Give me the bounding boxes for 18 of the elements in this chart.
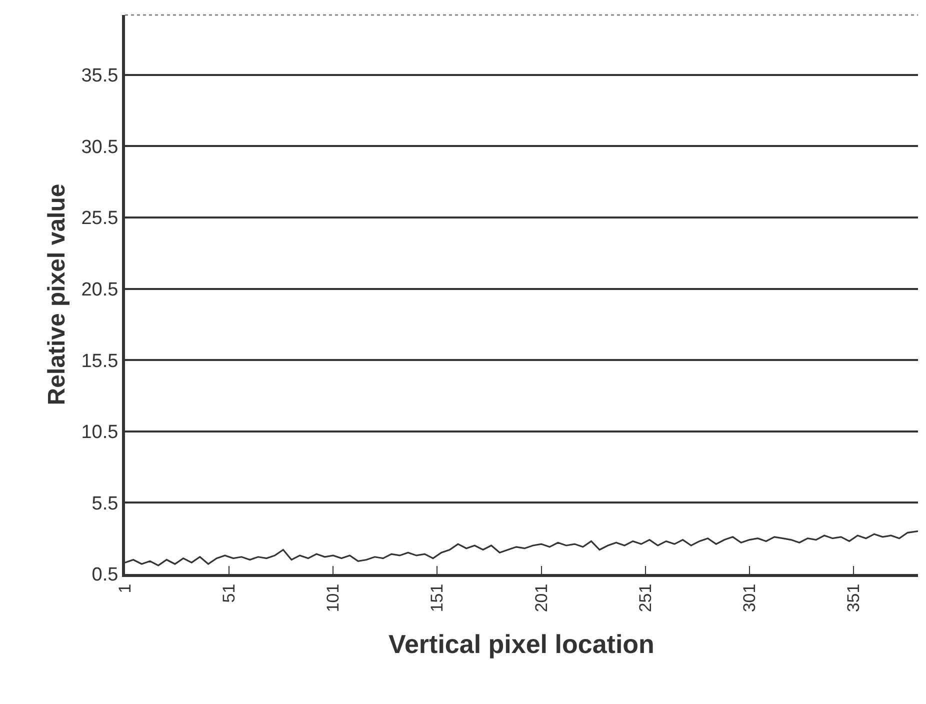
y-tick-label: 5.5 [92, 493, 118, 514]
y-axis-title: Relative pixel value [43, 184, 70, 406]
x-tick-label: 51 [220, 584, 239, 603]
x-tick-label: 251 [636, 584, 655, 612]
y-tick-label: 35.5 [81, 66, 118, 87]
y-tick-label: 15.5 [81, 350, 118, 372]
y-tick-label: 25.5 [81, 208, 118, 230]
y-tick-label: 30.5 [81, 136, 118, 158]
y-tick-label: 0.5 [92, 564, 118, 586]
x-tick-label: 301 [740, 584, 759, 612]
x-axis-title: Vertical pixel location [388, 628, 654, 659]
x-tick-label: 101 [324, 584, 343, 612]
x-tick-label: 201 [532, 584, 551, 612]
x-tick-label: 351 [844, 584, 864, 612]
x-tick-label: 1 [116, 584, 135, 594]
x-tick-label: 151 [428, 584, 447, 612]
y-tick-label: 10.5 [81, 422, 118, 444]
y-tick-label: 20.5 [81, 279, 118, 300]
